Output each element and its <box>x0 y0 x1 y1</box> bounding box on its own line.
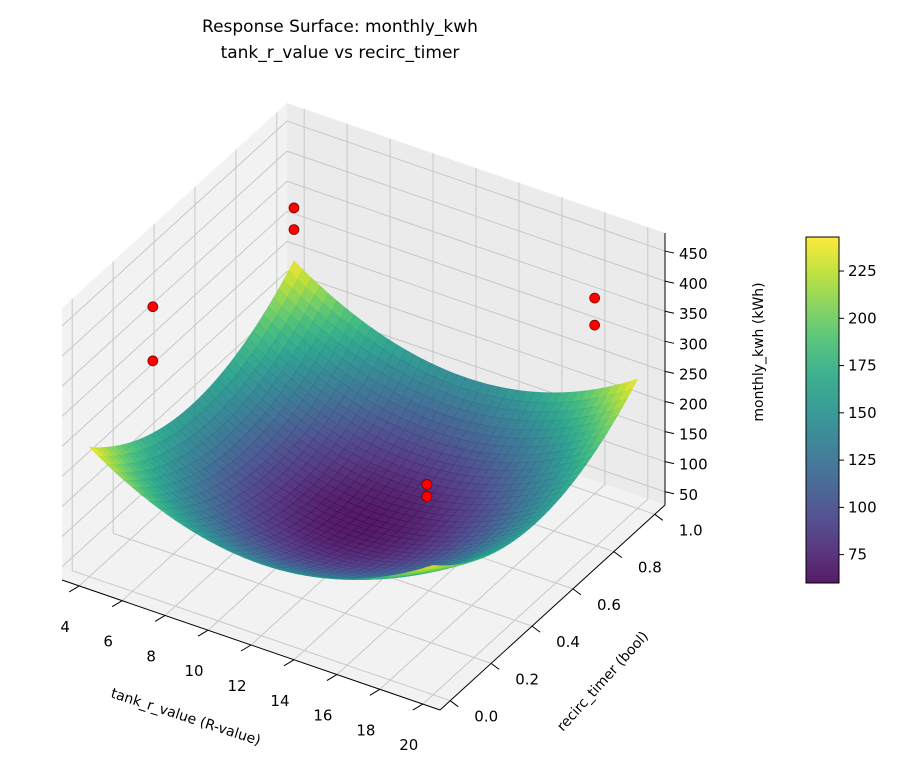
z-tick <box>664 491 675 495</box>
z-tick-label: 100 <box>679 456 708 474</box>
gridline-z <box>61 150 288 357</box>
z-tick-label: 50 <box>679 486 698 504</box>
y-tick <box>490 663 500 670</box>
x-tick <box>369 688 381 696</box>
y-tick <box>572 588 582 596</box>
y-tick-label: 0.2 <box>515 670 539 688</box>
x-tick-label: 16 <box>313 707 332 725</box>
colorbar-tick-label: 125 <box>848 451 877 469</box>
colorbar <box>805 236 840 584</box>
y-tick-label: 1.0 <box>679 521 703 539</box>
gridline-y <box>72 570 451 702</box>
gridline-z <box>286 240 666 372</box>
gridline-y <box>112 532 492 664</box>
gridline-z <box>286 180 666 312</box>
data-point <box>288 202 300 214</box>
y-axis-line <box>439 504 666 711</box>
gridline-x <box>379 483 606 690</box>
z-tick-label: 300 <box>679 335 708 353</box>
x-tick <box>68 585 80 593</box>
z-tick <box>664 461 675 465</box>
z-tick <box>664 431 675 435</box>
gridline-z <box>286 120 666 252</box>
y-tick-label: 0.6 <box>597 596 621 614</box>
data-point <box>147 301 159 313</box>
colorbar-tick-label: 75 <box>848 546 867 564</box>
x-tick <box>326 674 338 681</box>
y-tick <box>613 551 623 558</box>
surface-patch <box>424 565 439 569</box>
x-tick-label: 6 <box>103 633 113 651</box>
gridline-z <box>61 271 288 477</box>
z-tick <box>664 310 675 314</box>
z-tick <box>664 370 675 374</box>
x-tick <box>111 600 123 608</box>
z-tick <box>664 401 675 404</box>
x-tick <box>412 703 424 711</box>
z-tick-label: 350 <box>679 305 708 323</box>
z-axis-label: monthly_kwh (kWh) <box>751 282 767 421</box>
gridline-z <box>61 210 288 417</box>
x-tick-label: 20 <box>399 736 418 754</box>
gridline-z <box>286 271 666 402</box>
z-tick-label: 400 <box>679 275 708 293</box>
y-tick-label: 0.0 <box>474 708 498 726</box>
colorbar-tick-label: 150 <box>848 404 877 422</box>
y-tick-label: 0.8 <box>638 559 662 577</box>
chart-subtitle: tank_r_value vs recirc_timer <box>221 43 460 63</box>
z-tick-label: 150 <box>679 426 708 444</box>
chart-title: Response Surface: monthly_kwh <box>202 17 478 37</box>
z-tick <box>664 280 675 284</box>
data-point <box>147 355 159 367</box>
y-tick <box>531 625 541 633</box>
x-tick-label: 10 <box>184 662 203 680</box>
x-tick-label: 8 <box>146 647 156 665</box>
gridline-z <box>61 180 288 387</box>
z-tick-label: 250 <box>679 365 708 383</box>
gridline-z <box>61 120 288 327</box>
z-tick-label: 450 <box>679 245 708 263</box>
data-point <box>288 224 300 235</box>
x-tick <box>240 644 252 652</box>
x-tick-label: 4 <box>60 618 70 636</box>
x-tick-label: 18 <box>356 721 375 739</box>
data-point <box>589 292 600 304</box>
gridline-z <box>286 150 666 282</box>
colorbar-tick-label: 225 <box>848 262 877 280</box>
data-point <box>589 319 600 331</box>
y-tick <box>654 513 664 521</box>
y-tick <box>449 700 459 708</box>
data-point <box>421 479 433 490</box>
x-tick <box>283 659 295 667</box>
colorbar-tick-label: 100 <box>848 498 877 516</box>
z-tick <box>664 340 675 344</box>
x-tick-label: 12 <box>227 677 246 695</box>
colorbar-tick-label: 175 <box>848 357 877 375</box>
y-tick-label: 0.4 <box>556 633 580 651</box>
x-tick <box>197 629 209 637</box>
x-tick-label: 14 <box>270 692 289 710</box>
x-axis-label: tank_r_value (R-value) <box>109 686 263 750</box>
gridline-z <box>61 241 288 447</box>
colorbar-tick-label: 200 <box>848 309 877 327</box>
z-tick-label: 200 <box>679 395 708 413</box>
x-tick <box>154 615 166 622</box>
data-point <box>421 491 433 502</box>
z-tick <box>664 250 675 254</box>
gridline-x <box>422 498 649 705</box>
gridline-z <box>286 210 666 342</box>
